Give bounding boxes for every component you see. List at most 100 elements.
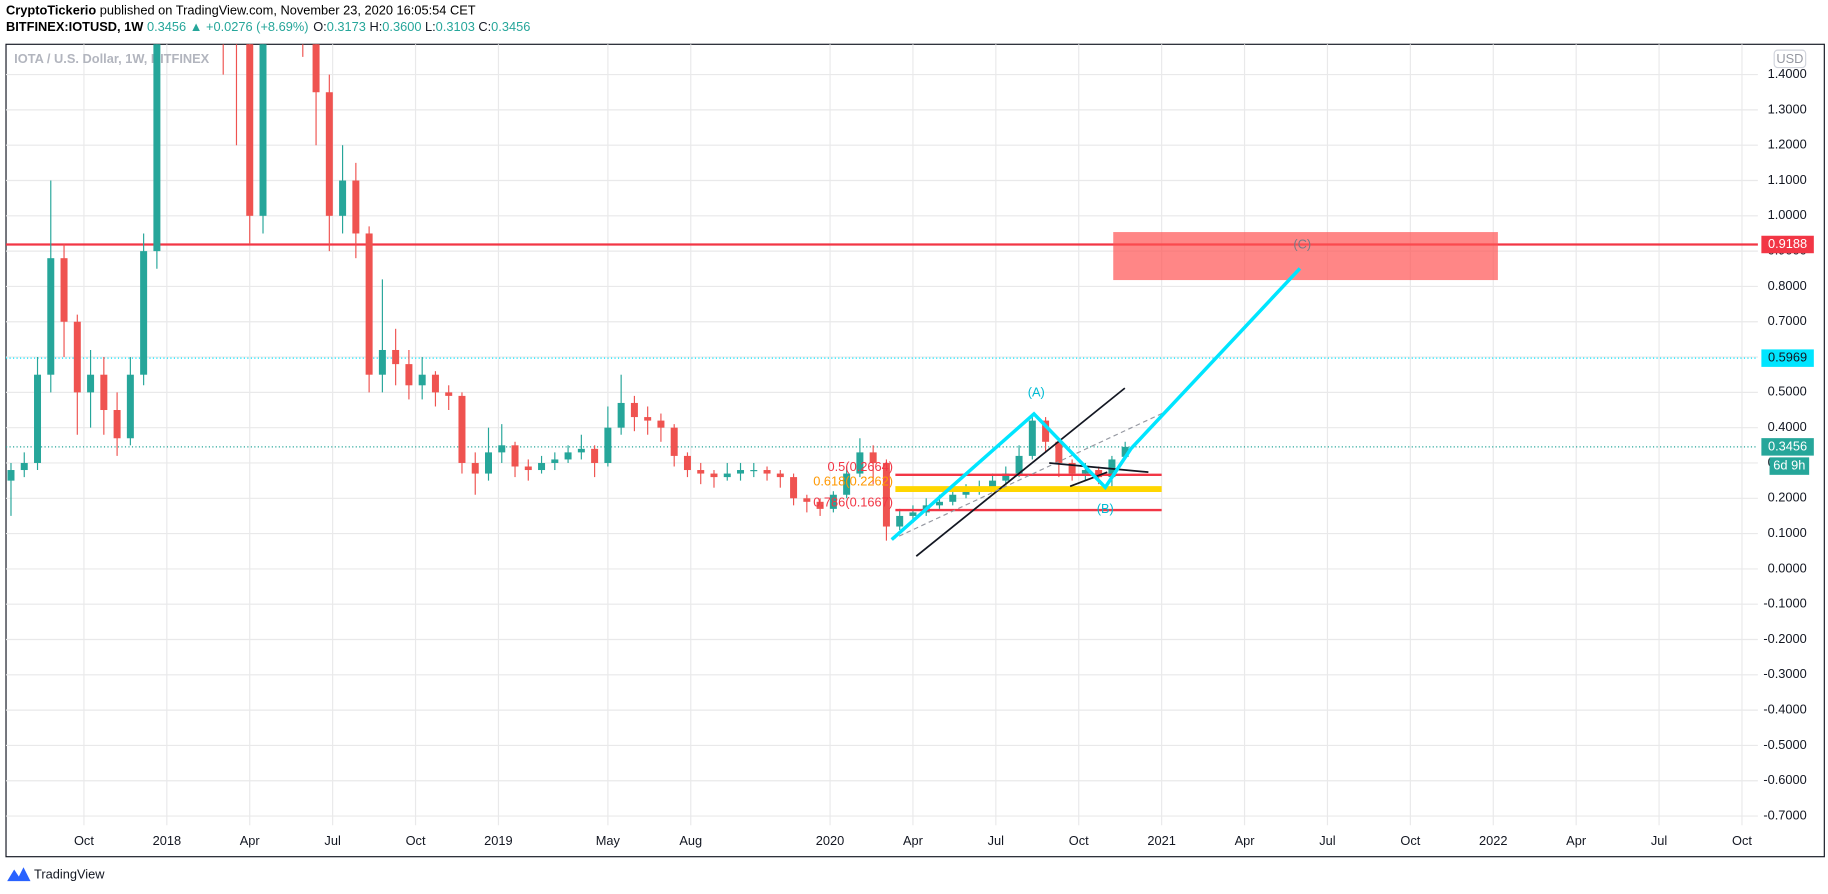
candle-body <box>153 44 161 252</box>
price-label-box <box>1761 235 1814 254</box>
trend-line <box>890 267 1302 541</box>
candle-body <box>697 470 705 474</box>
candle-body <box>949 494 957 502</box>
candle-body <box>87 374 95 393</box>
candle-body <box>1095 470 1103 478</box>
candle-body <box>1081 470 1089 474</box>
y-tick-label: 0.0000 <box>1768 560 1807 575</box>
y-tick-label: -0.6000 <box>1763 772 1806 787</box>
candle-body <box>869 452 877 463</box>
candle-body <box>790 477 798 499</box>
ohlc-value: 0.3600 <box>382 19 421 34</box>
drawings: 0.5(0.2664)0.618(0.2262) 0.786(0.1667) (A)… <box>813 232 1498 557</box>
candle-body <box>935 501 943 506</box>
candle-body <box>591 448 599 463</box>
y-tick-label: 1.2000 <box>1768 137 1807 152</box>
currency[interactable]: USD <box>1776 51 1803 66</box>
x-tick-label: Oct <box>406 833 426 848</box>
candle-body <box>365 233 373 375</box>
candle-body <box>856 452 864 474</box>
candle-body <box>737 470 745 474</box>
x-tick-label: Jul <box>324 833 340 848</box>
candle-body <box>471 462 479 474</box>
grid <box>6 44 1758 826</box>
countdown-box <box>1769 457 1810 475</box>
footer-logo: TradingView <box>7 867 105 882</box>
candle-body <box>20 462 28 471</box>
candle-body <box>829 494 837 509</box>
candle-body <box>140 251 148 375</box>
candle-body <box>339 180 347 216</box>
candle-body <box>1121 446 1129 457</box>
y-tick-label: 1.3000 <box>1768 101 1807 116</box>
symbol-line: BITFINEX:IOTUSD, 1W 0.3456 ▲ +0.0276 (+8… <box>6 19 530 34</box>
candle-body <box>352 180 360 234</box>
ohlc-key: C: <box>478 19 491 34</box>
y-tick-label: 0.2000 <box>1768 490 1807 505</box>
candle-body <box>73 321 81 393</box>
candle-body <box>843 473 851 495</box>
trend-line <box>915 387 1126 557</box>
trend-line <box>1069 471 1108 488</box>
change: ▲ +0.0276 (+8.69%) <box>190 19 309 34</box>
axes: Oct 2018 Apr Jul Oct 2019 May Aug 2020 Apr Jul Oct 2… <box>74 66 1814 848</box>
candle-body <box>962 491 970 495</box>
candle-body <box>577 448 585 453</box>
footer-brand: TradingView <box>34 867 105 882</box>
x-tick-label: Jul <box>1651 833 1667 848</box>
watermark: IOTA / U.S. Dollar, 1W, BITFINEX <box>14 51 210 66</box>
candle-body <box>710 473 718 478</box>
candles <box>7 44 1129 541</box>
candle-body <box>378 349 386 375</box>
candle-body <box>776 473 784 478</box>
candle-body <box>683 455 691 471</box>
price-label: 0.5969 <box>1768 350 1807 365</box>
candle-body <box>259 44 267 216</box>
candle-body <box>630 402 638 418</box>
fib-label: 0.5(0.2664) <box>827 459 893 474</box>
y-tick-label: 1.1000 <box>1768 172 1807 187</box>
ohlc-value: 0.3456 <box>491 19 530 34</box>
candle-body <box>564 452 572 460</box>
trend-line <box>891 412 1164 541</box>
header-line: CryptoTickerio published on TradingView.… <box>6 3 476 18</box>
x-tick-label: Jul <box>988 833 1004 848</box>
y-tick-label: 0.5000 <box>1768 384 1807 399</box>
x-tick-label: Aug <box>679 833 702 848</box>
y-tick-label: -0.7000 <box>1763 807 1806 822</box>
candle-body <box>896 515 904 527</box>
fib-label: 0.618(0.2262) <box>813 473 893 488</box>
price-label: 0.9188 <box>1768 236 1807 251</box>
x-tick-label: Apr <box>903 833 924 848</box>
candle-body <box>246 44 254 216</box>
candle-body <box>47 258 55 375</box>
y-tick-label: 0.8000 <box>1768 278 1807 293</box>
x-tick-label: Apr <box>1566 833 1587 848</box>
candle-body <box>538 462 546 471</box>
target-zone <box>1113 232 1498 281</box>
candle-body <box>405 364 413 386</box>
x-tick-label: 2022 <box>1479 833 1508 848</box>
candle-body <box>803 498 811 502</box>
candle-body <box>816 501 824 509</box>
candle-body <box>1015 455 1023 474</box>
x-tick-label: Apr <box>1235 833 1256 848</box>
candle-body <box>498 445 506 453</box>
candle-body <box>909 512 917 516</box>
y-tick-label: -0.4000 <box>1763 702 1806 717</box>
x-tick-label: 2019 <box>484 833 513 848</box>
ohlc-key: L: <box>425 19 436 34</box>
countdown: 6d 9h <box>1773 457 1805 472</box>
last-price: 0.3456 <box>147 19 186 34</box>
y-tick-label: 0.7000 <box>1768 313 1807 328</box>
currency-button[interactable] <box>1773 49 1807 69</box>
candle-body <box>511 445 519 467</box>
y-tick-label: 1.4000 <box>1768 66 1807 81</box>
price-label: 0.3456 <box>1768 438 1807 453</box>
x-tick-label: 2018 <box>153 833 182 848</box>
ohlc-key: H: <box>369 19 382 34</box>
candle-body <box>617 402 625 428</box>
candle-body <box>723 473 731 478</box>
ohlc-value: 0.3103 <box>436 19 475 34</box>
